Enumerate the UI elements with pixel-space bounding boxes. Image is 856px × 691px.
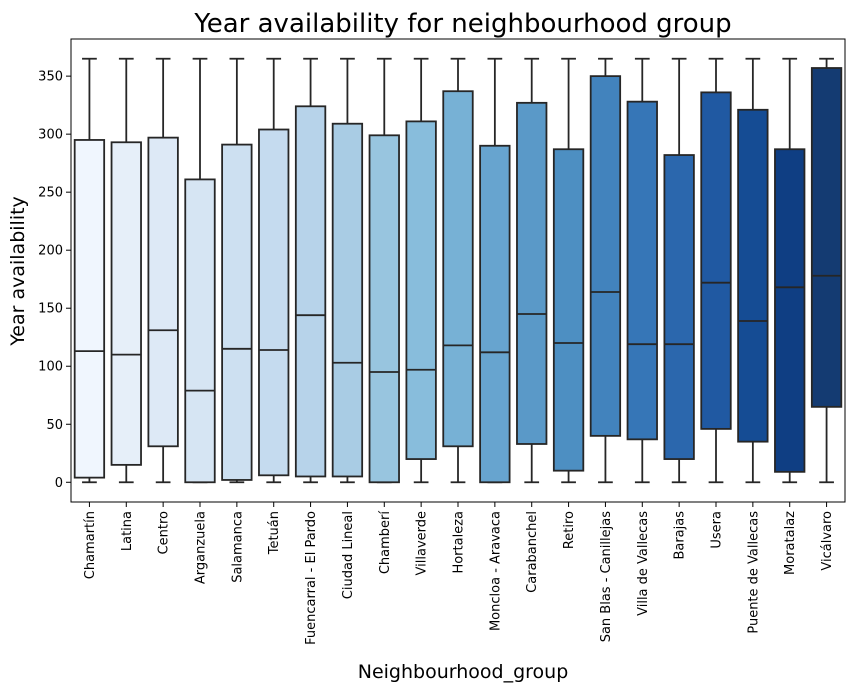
box-5 (221, 143, 253, 481)
x-tick-label: Fuencarral - El Pardo (304, 511, 319, 645)
box-9 (368, 134, 400, 484)
y-tick-label: 0 (55, 476, 63, 491)
x-tick-label: Centro (157, 511, 172, 554)
box-1 (73, 139, 106, 479)
x-tick-label: Villa de Vallecas (636, 511, 651, 616)
y-tick-label: 150 (38, 302, 63, 317)
box-10 (405, 120, 437, 460)
box-21 (810, 67, 843, 408)
plot-frame (70, 38, 846, 503)
x-tick-label: Ciudad Lineal (341, 511, 356, 599)
box-17 (663, 154, 695, 460)
box-12 (479, 144, 511, 484)
y-tick-label: 300 (38, 128, 63, 143)
x-tick-label: Chamartín (83, 511, 98, 579)
y-tick-label: 100 (38, 360, 63, 375)
box-19 (737, 108, 769, 443)
box-7 (294, 105, 327, 478)
x-tick-label: Moratalaz (783, 511, 798, 575)
box-3 (147, 136, 179, 448)
box-11 (442, 90, 474, 448)
x-axis-label: Neighbourhood_group (358, 661, 569, 683)
box-6 (258, 128, 290, 477)
plot-area: 0 50 100 150 200 250 300 350 Chamartín Latina Cent… (38, 38, 846, 645)
box-2 (110, 141, 142, 466)
y-tick-label: 50 (46, 418, 63, 433)
x-tick-label: Usera (710, 511, 725, 549)
y-tick-label: 250 (38, 186, 63, 201)
x-tick-label: Barajas (673, 511, 688, 560)
x-tick-label: Arganzuela (194, 511, 209, 584)
y-axis-label: Year availability (7, 196, 29, 347)
x-tick-label: Puente de Vallecas (746, 511, 761, 634)
box-16 (626, 100, 658, 441)
x-tick-label: Retiro (562, 511, 577, 549)
x-tick-label: San Blas - Canillejas (599, 511, 614, 643)
box-18 (700, 91, 732, 430)
box-15 (589, 75, 622, 437)
box-13 (516, 101, 548, 445)
x-tick-label: Salamanca (230, 511, 245, 583)
x-tick-label: Villaverde (415, 511, 430, 575)
x-tick-label: Latina (120, 511, 135, 551)
x-tick-label: Tetuán (267, 511, 282, 555)
x-tick-label: Moncloa - Aravaca (488, 511, 503, 631)
x-tick-label: Chamberí (378, 511, 393, 575)
x-tick-label: Hortaleza (452, 511, 467, 574)
y-tick-label: 350 (38, 70, 63, 85)
chart-title: Year availability for neighbourhood grou… (193, 9, 731, 39)
x-tick-label: Vicálvaro (820, 511, 835, 571)
box-14 (552, 148, 585, 472)
box-8 (331, 122, 364, 478)
box-20 (774, 148, 806, 473)
y-tick-label: 200 (38, 244, 63, 259)
x-tick-label: Carabanchel (525, 511, 540, 593)
box-4 (184, 178, 216, 484)
